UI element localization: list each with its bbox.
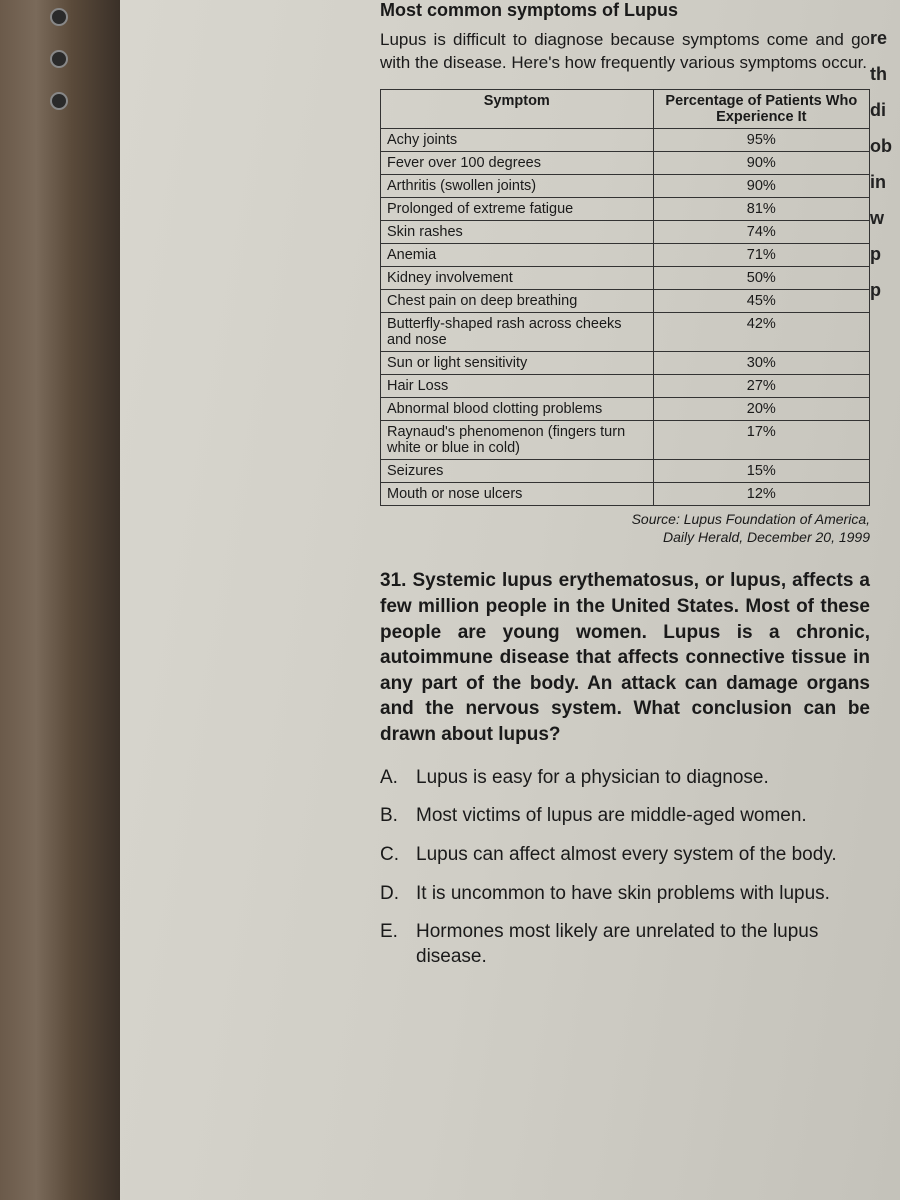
- option-letter: A.: [380, 766, 416, 791]
- answer-option: A.Lupus is easy for a physician to diagn…: [380, 766, 870, 791]
- percentage-cell: 50%: [653, 266, 869, 289]
- table-row: Achy joints95%: [381, 128, 870, 151]
- source-line-2: Daily Herald, December 20, 1999: [663, 529, 870, 545]
- percentage-cell: 90%: [653, 151, 869, 174]
- symptom-cell: Butterfly-shaped rash across cheeks and …: [381, 312, 654, 351]
- table-header-symptom: Symptom: [381, 89, 654, 128]
- percentage-cell: 30%: [653, 351, 869, 374]
- symptom-cell: Arthritis (swollen joints): [381, 174, 654, 197]
- answer-options: A.Lupus is easy for a physician to diagn…: [380, 766, 870, 970]
- percentage-cell: 27%: [653, 374, 869, 397]
- text-fragment: p: [870, 272, 900, 308]
- symptom-cell: Mouth or nose ulcers: [381, 482, 654, 505]
- textbook-page: Most common symptoms of Lupus Lupus is d…: [120, 0, 900, 1200]
- question-block: 31. Systemic lupus erythematosus, or lup…: [380, 568, 870, 747]
- section-heading: Most common symptoms of Lupus: [380, 0, 870, 21]
- table-row: Butterfly-shaped rash across cheeks and …: [381, 312, 870, 351]
- symptom-cell: Achy joints: [381, 128, 654, 151]
- option-text: It is uncommon to have skin problems wit…: [416, 882, 830, 907]
- table-row: Prolonged of extreme fatigue81%: [381, 197, 870, 220]
- percentage-cell: 20%: [653, 397, 869, 420]
- spiral-binding: [50, 0, 90, 200]
- option-letter: D.: [380, 882, 416, 907]
- answer-option: C.Lupus can affect almost every system o…: [380, 843, 870, 868]
- option-text: Hormones most likely are unrelated to th…: [416, 920, 870, 969]
- table-row: Abnormal blood clotting problems20%: [381, 397, 870, 420]
- table-row: Mouth or nose ulcers12%: [381, 482, 870, 505]
- table-row: Sun or light sensitivity30%: [381, 351, 870, 374]
- text-fragment: ob: [870, 128, 900, 164]
- symptom-cell: Hair Loss: [381, 374, 654, 397]
- percentage-cell: 45%: [653, 289, 869, 312]
- percentage-cell: 81%: [653, 197, 869, 220]
- intro-paragraph: Lupus is difficult to diagnose because s…: [380, 29, 870, 75]
- table-row: Chest pain on deep breathing45%: [381, 289, 870, 312]
- option-letter: C.: [380, 843, 416, 868]
- percentage-cell: 90%: [653, 174, 869, 197]
- text-fragment: th: [870, 56, 900, 92]
- table-row: Anemia71%: [381, 243, 870, 266]
- percentage-cell: 74%: [653, 220, 869, 243]
- source-line-1: Source: Lupus Foundation of America,: [632, 511, 870, 527]
- answer-option: D.It is uncommon to have skin problems w…: [380, 882, 870, 907]
- table-row: Kidney involvement50%: [381, 266, 870, 289]
- option-letter: B.: [380, 804, 416, 829]
- text-fragment: p: [870, 236, 900, 272]
- option-text: Most victims of lupus are middle-aged wo…: [416, 804, 807, 829]
- percentage-cell: 71%: [653, 243, 869, 266]
- table-row: Skin rashes74%: [381, 220, 870, 243]
- table-source: Source: Lupus Foundation of America, Dai…: [380, 510, 870, 546]
- text-fragment: in: [870, 164, 900, 200]
- table-row: Arthritis (swollen joints)90%: [381, 174, 870, 197]
- symptom-cell: Abnormal blood clotting problems: [381, 397, 654, 420]
- symptom-cell: Fever over 100 degrees: [381, 151, 654, 174]
- percentage-cell: 42%: [653, 312, 869, 351]
- symptom-cell: Skin rashes: [381, 220, 654, 243]
- percentage-cell: 17%: [653, 420, 869, 459]
- text-fragment: di: [870, 92, 900, 128]
- answer-option: B.Most victims of lupus are middle-aged …: [380, 804, 870, 829]
- percentage-cell: 95%: [653, 128, 869, 151]
- notebook-edge: [0, 0, 120, 1200]
- symptom-cell: Seizures: [381, 459, 654, 482]
- option-text: Lupus is easy for a physician to diagnos…: [416, 766, 769, 791]
- adjacent-page-fragments: rethdiobinwpp: [870, 0, 900, 1200]
- option-text: Lupus can affect almost every system of …: [416, 843, 837, 868]
- table-row: Seizures15%: [381, 459, 870, 482]
- text-fragment: w: [870, 200, 900, 236]
- symptom-cell: Sun or light sensitivity: [381, 351, 654, 374]
- percentage-cell: 12%: [653, 482, 869, 505]
- question-text: Systemic lupus erythematosus, or lupus, …: [380, 570, 870, 745]
- table-row: Raynaud's phenomenon (fingers turn white…: [381, 420, 870, 459]
- table-row: Fever over 100 degrees90%: [381, 151, 870, 174]
- symptom-cell: Anemia: [381, 243, 654, 266]
- table-header-percentage: Percentage of Patients Who Experience It: [653, 89, 869, 128]
- answer-option: E.Hormones most likely are unrelated to …: [380, 920, 870, 969]
- symptom-cell: Prolonged of extreme fatigue: [381, 197, 654, 220]
- text-fragment: re: [870, 20, 900, 56]
- symptom-table: Symptom Percentage of Patients Who Exper…: [380, 89, 870, 506]
- table-row: Hair Loss27%: [381, 374, 870, 397]
- percentage-cell: 15%: [653, 459, 869, 482]
- symptom-cell: Raynaud's phenomenon (fingers turn white…: [381, 420, 654, 459]
- symptom-cell: Chest pain on deep breathing: [381, 289, 654, 312]
- option-letter: E.: [380, 920, 416, 969]
- question-number: 31.: [380, 570, 406, 591]
- symptom-cell: Kidney involvement: [381, 266, 654, 289]
